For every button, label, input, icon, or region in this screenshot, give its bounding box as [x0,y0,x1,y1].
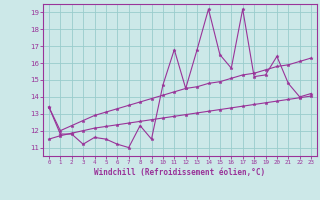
X-axis label: Windchill (Refroidissement éolien,°C): Windchill (Refroidissement éolien,°C) [94,168,266,177]
